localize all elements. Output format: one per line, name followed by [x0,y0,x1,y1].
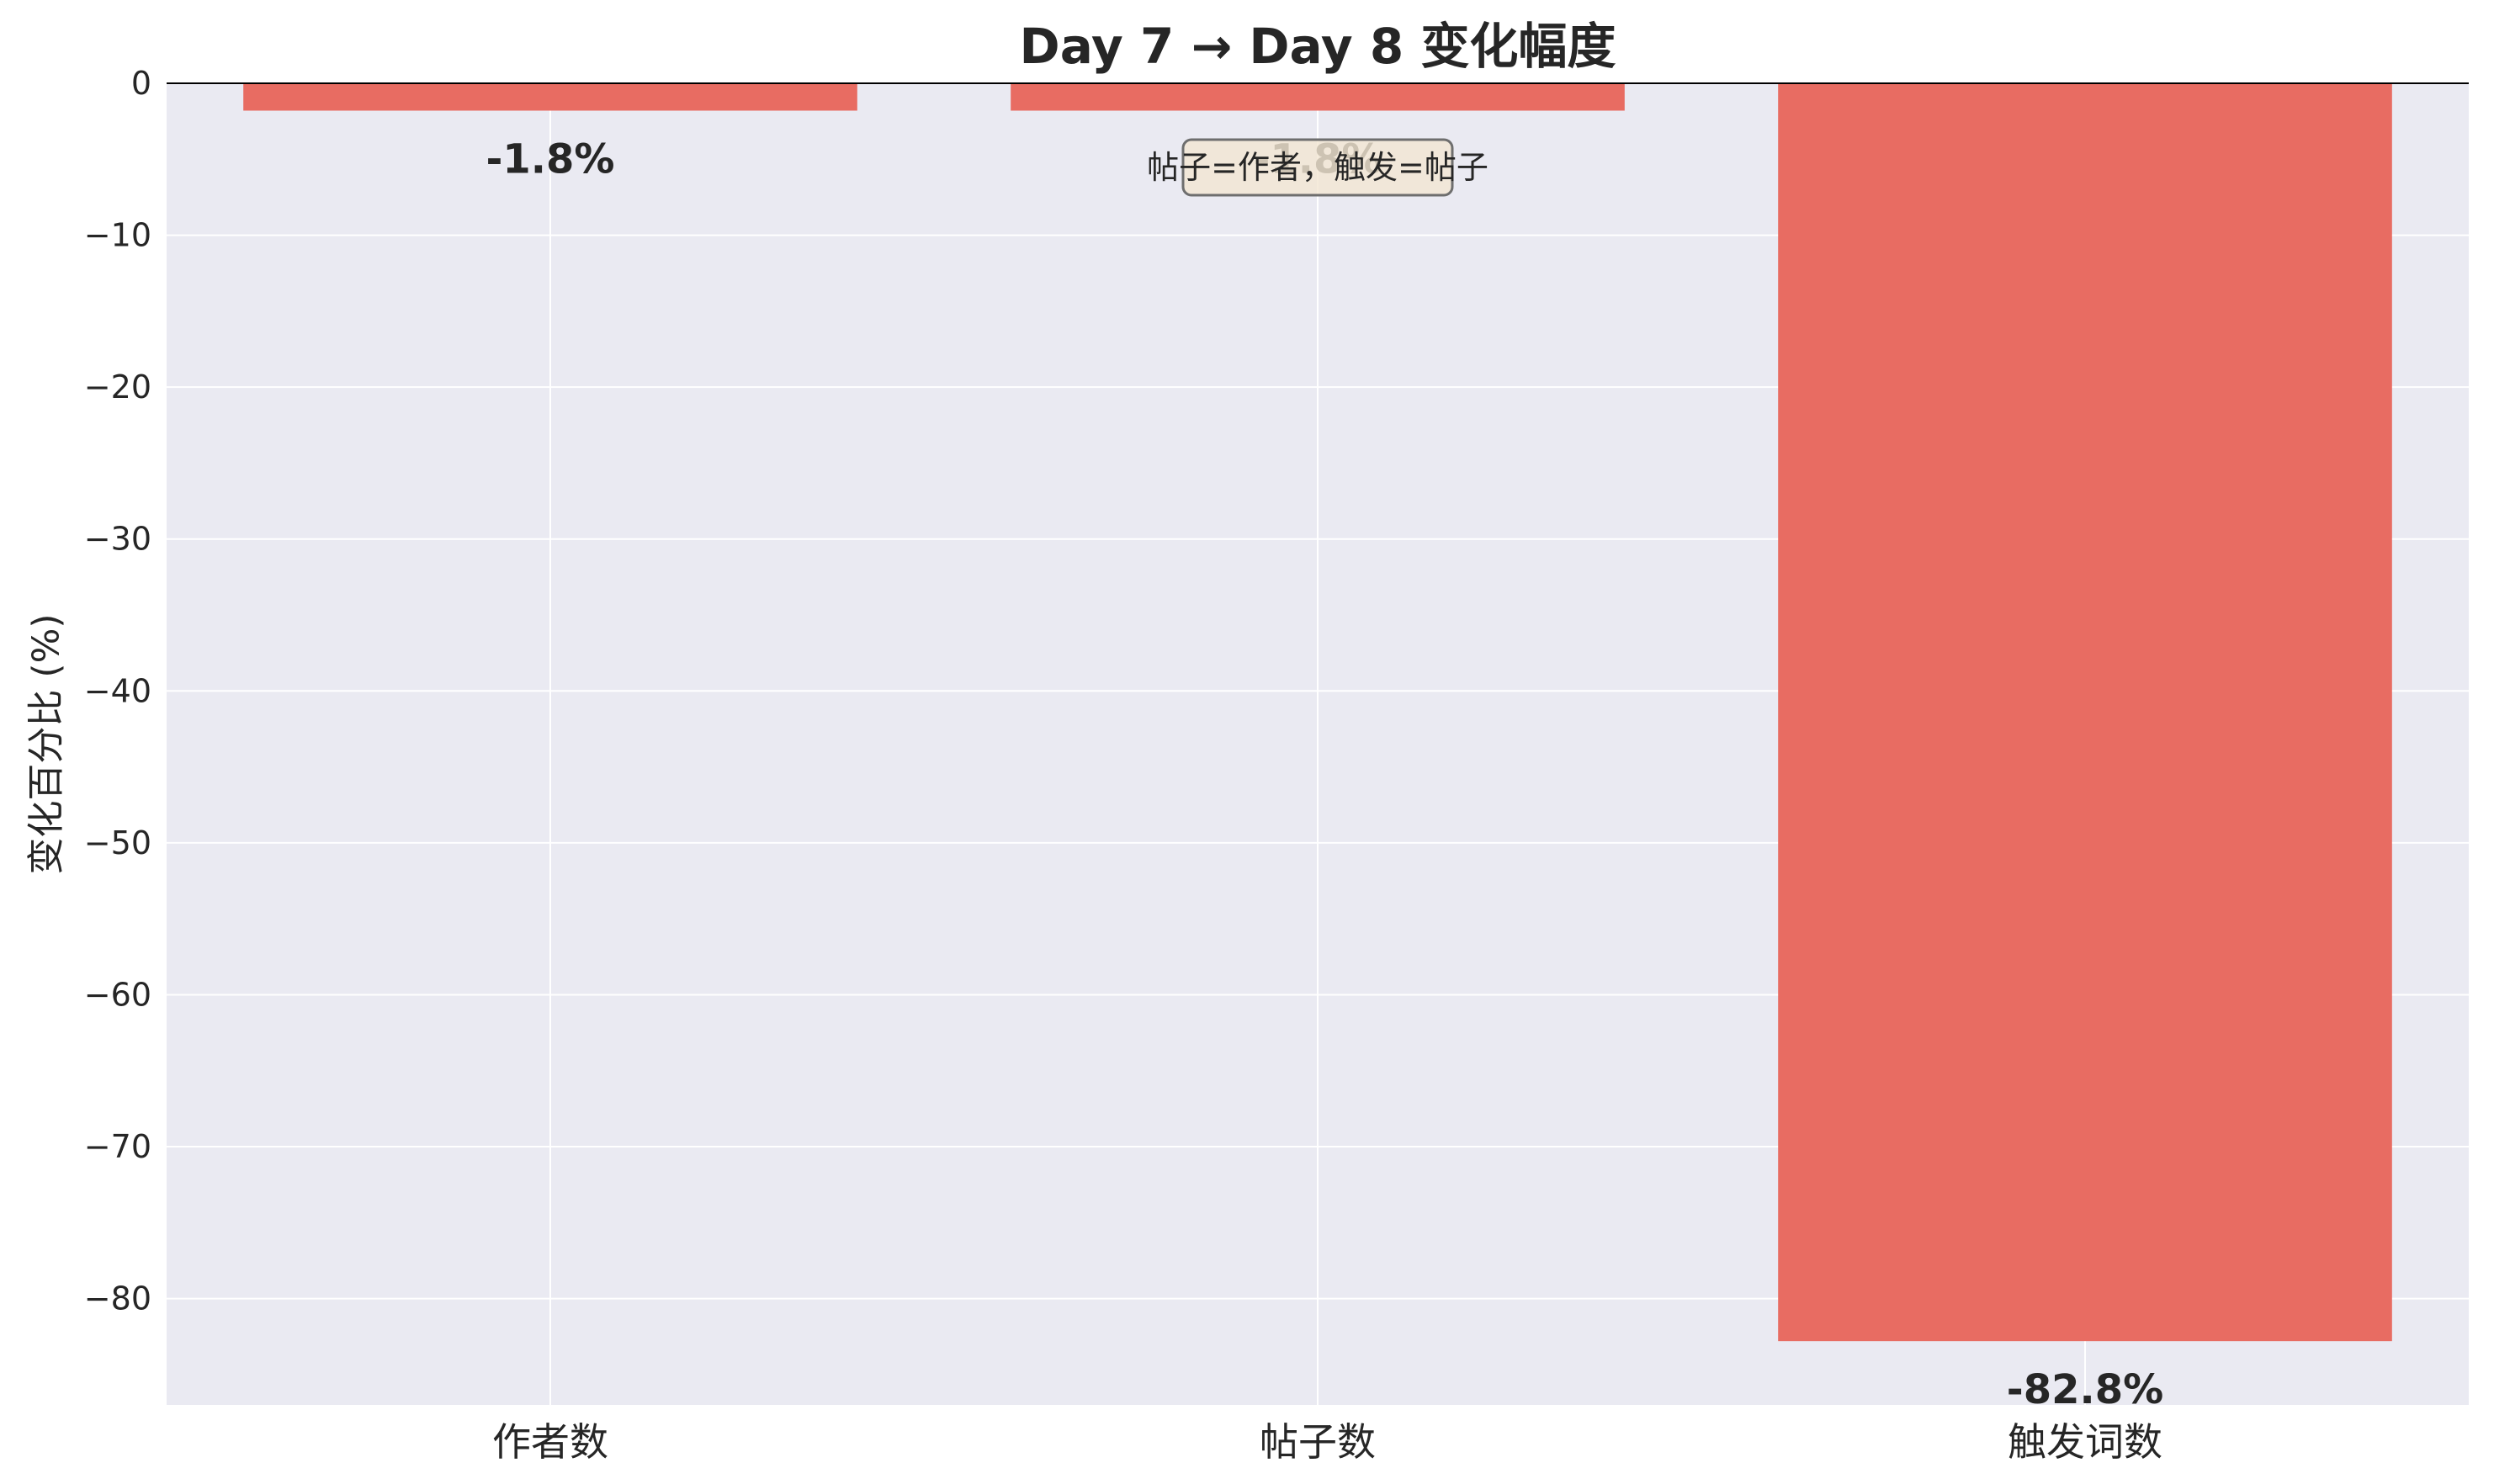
bar-3 [1778,83,2392,1342]
y-tick-label: −50 [84,824,151,861]
y-tick-label: −60 [84,976,151,1013]
y-axis-label: 变化百分比 (%) [25,613,68,874]
y-tick-label: −30 [84,521,151,558]
y-tick-label: −10 [84,217,151,254]
chart-title: Day 7 → Day 8 变化幅度 [1020,18,1616,75]
data-label: -1.8% [486,136,614,183]
bars [243,83,2392,1342]
x-tick-label: 触发词数 [2008,1419,2162,1465]
y-tick-label: −80 [84,1280,151,1317]
bar-1 [243,83,857,111]
data-label: -82.8% [2007,1366,2163,1413]
y-axis-ticks: 0 −10 −20 −30 −40 −50 −60 −70 −80 [84,65,151,1317]
annotation-box [1181,138,1454,197]
x-tick-label: 帖子数 [1260,1419,1376,1465]
y-tick-label: 0 [131,65,151,102]
annotation-text: 帖子=作者，触发=帖子 [1147,149,1488,186]
x-tick-label: 作者数 [492,1419,608,1465]
y-tick-label: −40 [84,672,151,709]
y-tick-label: −20 [84,368,151,405]
annotation: 帖子=作者，触发=帖子 [1147,138,1488,197]
x-axis-ticks: 作者数 帖子数 触发词数 [492,1419,2162,1465]
y-tick-label: −70 [84,1128,151,1165]
bar-2 [1011,83,1625,111]
